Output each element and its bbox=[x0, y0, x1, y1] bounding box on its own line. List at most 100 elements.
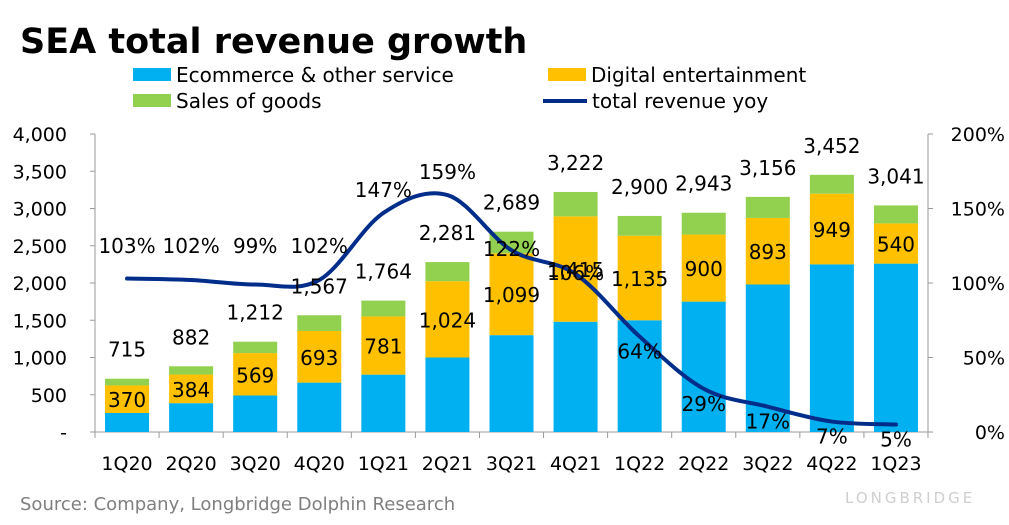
bar-2-4Q21 bbox=[553, 191, 598, 217]
bar-0-2Q20 bbox=[169, 403, 214, 432]
yoy-label: 159% bbox=[419, 160, 476, 184]
left-tick-label: 2,000 bbox=[13, 273, 67, 295]
right-tick-label: 200% bbox=[951, 124, 1005, 146]
x-tick-label: 1Q23 bbox=[870, 453, 921, 475]
total-label: 3,041 bbox=[867, 164, 924, 188]
bar-0-4Q22 bbox=[809, 264, 854, 432]
total-label: 2,943 bbox=[675, 172, 732, 196]
total-label: 1,764 bbox=[355, 260, 412, 284]
chart-title: SEA total revenue growth bbox=[20, 22, 527, 62]
legend-label: Ecommerce & other service bbox=[176, 63, 454, 87]
right-tick-label: 150% bbox=[951, 199, 1005, 221]
bar-2-2Q22 bbox=[681, 212, 726, 235]
right-tick-label: 100% bbox=[951, 273, 1005, 295]
x-tick-label: 3Q21 bbox=[486, 453, 537, 475]
digital-value-label: 1,024 bbox=[419, 308, 476, 332]
bar-1-1Q23 bbox=[873, 223, 918, 264]
bar-2-3Q20 bbox=[233, 341, 278, 354]
yoy-label: 103% bbox=[98, 234, 155, 258]
bar-1-1Q22 bbox=[617, 235, 662, 321]
x-tick-label: 1Q21 bbox=[358, 453, 409, 475]
yoy-label: 106% bbox=[547, 261, 604, 285]
x-tick-label: 4Q22 bbox=[806, 453, 857, 475]
bar-2-1Q23 bbox=[873, 205, 918, 224]
bar-0-3Q20 bbox=[233, 395, 278, 432]
source-note: Source: Company, Longbridge Dolphin Rese… bbox=[20, 494, 455, 515]
left-tick-label: 4,000 bbox=[13, 124, 67, 146]
digital-value-label: 693 bbox=[300, 346, 338, 370]
yoy-label: 147% bbox=[355, 178, 412, 202]
bar-1-2Q21 bbox=[425, 281, 470, 358]
bar-2-4Q20 bbox=[297, 315, 342, 331]
yoy-label: 99% bbox=[233, 234, 277, 258]
bar-0-2Q22 bbox=[681, 301, 726, 432]
bar-0-3Q21 bbox=[489, 335, 534, 432]
yoy-label: 102% bbox=[291, 234, 348, 258]
watermark-text: LONGBRIDGE bbox=[845, 489, 975, 507]
x-tick-label: 1Q20 bbox=[101, 453, 152, 475]
legend-swatch bbox=[548, 68, 586, 81]
right-tick-label: 0% bbox=[975, 422, 1005, 444]
left-tick-label: 3,500 bbox=[13, 161, 67, 183]
bar-2-3Q22 bbox=[745, 196, 790, 218]
bar-0-4Q20 bbox=[297, 382, 342, 432]
yoy-label: 102% bbox=[163, 234, 220, 258]
digital-value-label: 1,099 bbox=[483, 283, 540, 307]
bar-1-4Q22 bbox=[809, 193, 854, 265]
right-tick-label: 50% bbox=[963, 348, 1005, 370]
total-label: 3,156 bbox=[739, 156, 796, 180]
x-tick-label: 3Q22 bbox=[742, 453, 793, 475]
digital-value-label: 893 bbox=[749, 240, 787, 264]
bar-0-1Q20 bbox=[105, 413, 150, 432]
legend-swatch bbox=[133, 68, 171, 81]
legend-label: total revenue yoy bbox=[592, 89, 768, 113]
x-tick-label: 2Q21 bbox=[422, 453, 473, 475]
legend-swatch bbox=[133, 94, 171, 107]
total-label: 3,222 bbox=[547, 151, 604, 175]
bar-2-4Q22 bbox=[809, 174, 854, 194]
bar-0-4Q21 bbox=[553, 321, 598, 432]
yoy-label: 29% bbox=[682, 392, 726, 416]
digital-value-label: 540 bbox=[877, 233, 915, 257]
total-label: 1,212 bbox=[227, 301, 284, 325]
digital-value-label: 370 bbox=[108, 388, 146, 412]
total-label: 2,900 bbox=[611, 175, 668, 199]
bar-2-3Q21 bbox=[489, 231, 534, 254]
digital-value-label: 900 bbox=[685, 257, 723, 281]
x-tick-label: 4Q20 bbox=[294, 453, 345, 475]
left-tick-label: 2,500 bbox=[13, 236, 67, 258]
left-tick-label: 3,000 bbox=[13, 199, 67, 221]
bar-1-4Q21 bbox=[553, 216, 598, 322]
bar-1-2Q22 bbox=[681, 234, 726, 302]
bar-1-2Q20 bbox=[169, 374, 214, 404]
yoy-label: 17% bbox=[746, 410, 790, 434]
digital-value-label: 569 bbox=[236, 363, 274, 387]
yoy-label: 5% bbox=[880, 428, 912, 452]
left-tick-label: - bbox=[60, 422, 67, 444]
total-label: 715 bbox=[108, 338, 146, 362]
x-tick-label: 3Q20 bbox=[230, 453, 281, 475]
yoy-label: 64% bbox=[617, 340, 661, 364]
bar-2-1Q20 bbox=[105, 378, 150, 386]
yoy-line bbox=[125, 191, 898, 427]
digital-value-label: 781 bbox=[364, 335, 402, 359]
left-tick-label: 1,000 bbox=[13, 348, 67, 370]
legend-label: Sales of goods bbox=[176, 89, 322, 113]
bar-2-1Q21 bbox=[361, 300, 406, 317]
bar-1-3Q20 bbox=[233, 353, 278, 396]
bar-1-1Q20 bbox=[105, 385, 150, 414]
bar-0-2Q21 bbox=[425, 357, 470, 432]
bar-0-1Q23 bbox=[873, 263, 918, 432]
bar-1-3Q21 bbox=[489, 253, 534, 336]
digital-value-label: 384 bbox=[172, 378, 210, 402]
digital-value-label: 1,415 bbox=[547, 258, 604, 282]
total-label: 1,567 bbox=[291, 274, 348, 298]
bar-2-2Q20 bbox=[169, 366, 214, 375]
bar-2-1Q22 bbox=[617, 215, 662, 236]
left-tick-label: 500 bbox=[31, 385, 67, 407]
left-tick-label: 1,500 bbox=[13, 310, 67, 332]
total-label: 2,689 bbox=[483, 191, 540, 215]
yoy-label: 122% bbox=[483, 237, 540, 261]
bar-0-1Q21 bbox=[361, 374, 406, 432]
